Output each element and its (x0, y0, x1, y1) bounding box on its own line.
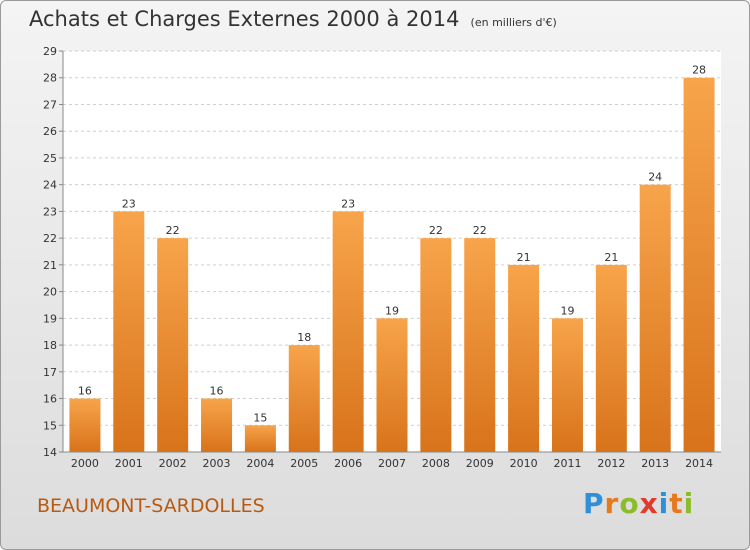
y-tick-label: 26 (43, 125, 57, 138)
data-label: 15 (253, 411, 267, 424)
bar-2001 (113, 211, 145, 452)
data-labels: 16 23 22 16 15 18 23 19 22 22 21 19 21 24 28 (78, 64, 706, 425)
data-label: 23 (122, 197, 136, 210)
data-label: 16 (78, 385, 92, 398)
data-label: 21 (604, 251, 618, 264)
logo-letter: P (583, 487, 605, 520)
bar-2010 (508, 264, 540, 452)
x-tick-label: 2010 (510, 457, 538, 470)
data-label: 24 (648, 171, 662, 184)
y-tick-label: 27 (43, 98, 57, 111)
data-label: 22 (429, 224, 443, 237)
y-tick-label: 17 (43, 366, 57, 379)
x-tick-label: 2004 (246, 457, 274, 470)
x-tick-label: 2009 (466, 457, 494, 470)
x-tick-label: 2002 (159, 457, 187, 470)
data-label: 18 (297, 331, 311, 344)
bar-2003 (201, 398, 233, 452)
data-label: 22 (473, 224, 487, 237)
x-tick-label: 2003 (203, 457, 231, 470)
x-tick-label: 2014 (685, 457, 713, 470)
x-tick-label: 2005 (290, 457, 318, 470)
y-tick-label: 16 (43, 393, 57, 406)
bar-2013 (639, 184, 671, 452)
bar-2004 (244, 425, 276, 452)
data-label: 19 (385, 304, 399, 317)
data-label: 21 (517, 251, 531, 264)
x-tick-label: 2011 (553, 457, 581, 470)
y-tick-label: 28 (43, 72, 57, 85)
bar-2006 (332, 211, 364, 452)
bar-2014 (683, 77, 715, 452)
x-tick-label: 2006 (334, 457, 362, 470)
y-tick-label: 23 (43, 205, 57, 218)
logo-letter: r (604, 487, 620, 520)
data-label: 16 (210, 385, 224, 398)
y-tick-label: 14 (43, 446, 57, 459)
x-tick-label: 2012 (597, 457, 625, 470)
y-tick-label: 22 (43, 232, 57, 245)
x-tick-label: 2000 (71, 457, 99, 470)
bar-2007 (376, 318, 408, 452)
bar-2002 (157, 238, 189, 452)
logo-letter: x (639, 487, 659, 520)
bars (69, 77, 715, 452)
bar-2011 (551, 318, 583, 452)
y-tick-label: 21 (43, 259, 57, 272)
data-label: 28 (692, 64, 706, 77)
data-label: 22 (166, 224, 180, 237)
y-tick-label: 25 (43, 152, 57, 165)
logo-letter: o (619, 487, 640, 520)
x-tick-labels: 2000 2001 2002 2003 2004 2005 2006 2007 2008 2009… (71, 457, 713, 470)
y-tick-label: 18 (43, 339, 57, 352)
title-line: Achats et Charges Externes 2000 à 2014 (… (29, 7, 557, 31)
bar-2009 (464, 238, 496, 452)
bar-2005 (288, 345, 320, 452)
chart-subtitle: (en milliers d'€) (470, 16, 557, 29)
y-tick-label: 15 (43, 419, 57, 432)
y-tick-label: 24 (43, 179, 57, 192)
data-label: 23 (341, 197, 355, 210)
y-tick-label: 19 (43, 312, 57, 325)
chart-title: Achats et Charges Externes 2000 à 2014 (29, 7, 460, 31)
x-tick-label: 2008 (422, 457, 450, 470)
bar-2000 (69, 398, 101, 452)
commune-name: BEAUMONT-SARDOLLES (37, 495, 265, 517)
proxiti-logo: Proxiti (583, 487, 694, 520)
logo-letter: t (669, 487, 684, 520)
bar-2008 (420, 238, 452, 452)
y-tick-label: 29 (43, 45, 57, 58)
logo-letter: i (658, 487, 670, 520)
y-tick-label: 20 (43, 286, 57, 299)
x-tick-label: 2013 (641, 457, 669, 470)
bar-2012 (595, 264, 627, 452)
y-tick-labels: 14 15 16 17 18 19 20 21 22 23 24 25 26 27 28 29 (43, 45, 57, 459)
data-label: 19 (560, 304, 574, 317)
x-tick-label: 2007 (378, 457, 406, 470)
x-tick-label: 2001 (115, 457, 143, 470)
logo-letter: i (683, 487, 695, 520)
